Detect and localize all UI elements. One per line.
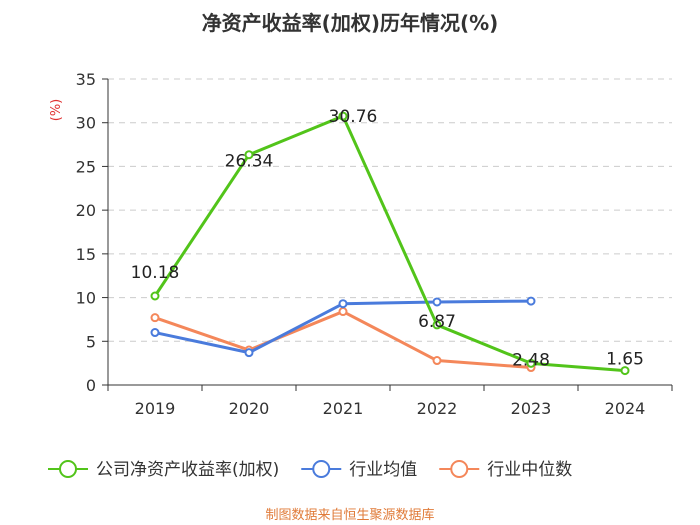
x-tick-label: 2022 xyxy=(417,399,458,418)
legend-item-1[interactable]: 行业均值 xyxy=(301,460,417,480)
series-layer xyxy=(150,111,630,376)
x-tick-label: 2024 xyxy=(605,399,646,418)
y-tick-label: 20 xyxy=(76,201,96,220)
legend-item-2[interactable]: 行业中位数 xyxy=(439,460,572,480)
legend-marker xyxy=(450,460,469,478)
y-tick-label: 0 xyxy=(86,376,96,395)
y-tick-label: 10 xyxy=(76,289,96,308)
legend-label: 公司净资产收益率(加权) xyxy=(96,460,279,480)
data-point[interactable] xyxy=(150,313,160,323)
data-point[interactable] xyxy=(620,366,630,376)
legend-label: 行业均值 xyxy=(349,460,417,480)
data-point[interactable] xyxy=(338,111,348,121)
series-0 xyxy=(150,111,630,376)
axes: 0 5 10 15 20 25 30 35 2019 2020 2021 2022 2023 2024 xyxy=(76,70,673,418)
data-point[interactable] xyxy=(432,320,442,330)
series-1 xyxy=(150,296,536,358)
legend[interactable]: 公司净资产收益率(加权) 行业均值 行业中位数 xyxy=(48,460,572,480)
series-line xyxy=(153,114,626,373)
data-labels: 10.18 26.34 30.76 6.87 2.48 1.65 xyxy=(131,107,644,370)
y-tick-label: 15 xyxy=(76,245,96,264)
y-axis-unit-label: (%) xyxy=(49,99,64,122)
data-point[interactable] xyxy=(432,297,442,307)
legend-item-0[interactable]: 公司净资产收益率(加权) xyxy=(48,460,279,480)
data-point[interactable] xyxy=(526,358,536,368)
data-label: 10.18 xyxy=(131,263,180,283)
x-tick-label: 2019 xyxy=(135,399,176,418)
legend-marker xyxy=(59,460,77,478)
y-tick-label: 35 xyxy=(76,70,96,89)
x-tick-label: 2021 xyxy=(323,399,364,418)
data-point[interactable] xyxy=(432,356,442,366)
y-tick-label: 5 xyxy=(86,332,96,351)
legend-label: 行业中位数 xyxy=(487,460,572,480)
data-label: 6.87 xyxy=(418,312,456,332)
y-tick-label: 30 xyxy=(76,114,96,133)
chart-title: 净资产收益率(加权)历年情况(%) xyxy=(202,11,499,35)
data-point[interactable] xyxy=(338,307,348,317)
data-point[interactable] xyxy=(150,291,160,301)
data-label: 30.76 xyxy=(329,107,378,127)
y-tick-label: 25 xyxy=(76,157,96,176)
x-tick-label: 2020 xyxy=(229,399,270,418)
data-label: 2.48 xyxy=(512,350,550,370)
series-2 xyxy=(150,307,536,373)
data-label: 26.34 xyxy=(225,152,274,172)
x-tick-label: 2023 xyxy=(511,399,552,418)
legend-marker xyxy=(312,460,331,478)
data-point[interactable] xyxy=(526,296,536,306)
data-label: 1.65 xyxy=(606,350,644,370)
data-point[interactable] xyxy=(338,299,348,309)
data-point[interactable] xyxy=(244,348,254,358)
source-note: 制图数据来自恒生聚源数据库 xyxy=(265,507,434,523)
data-point[interactable] xyxy=(150,328,160,338)
data-point[interactable] xyxy=(244,150,254,160)
